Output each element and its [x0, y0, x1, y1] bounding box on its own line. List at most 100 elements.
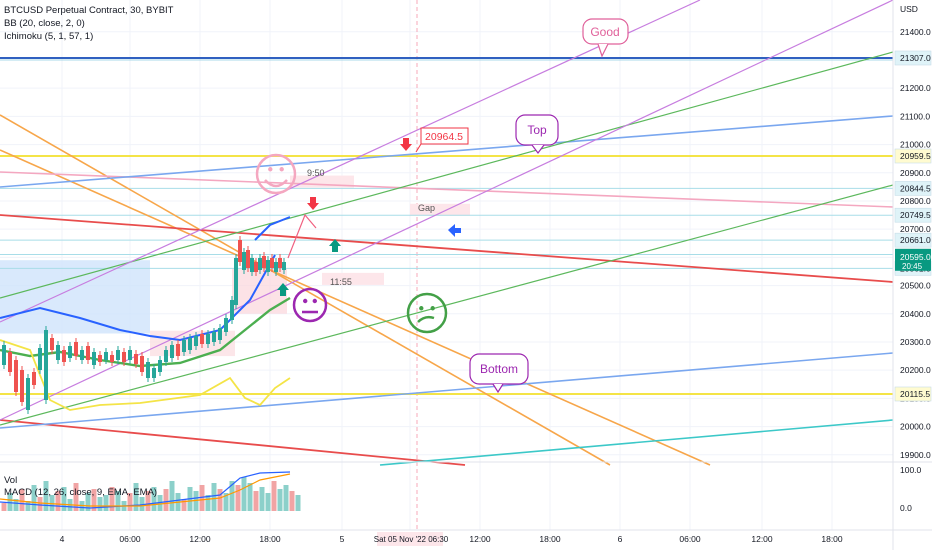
volume-bar [211, 483, 217, 511]
volume-bar [19, 489, 25, 511]
candle-body [200, 334, 204, 344]
red-trendline [0, 214, 894, 283]
volume-bar [259, 487, 265, 511]
candle-body [234, 258, 238, 305]
price-tick-label: 20900.0 [900, 168, 931, 178]
chart-legend: BTCUSD Perpetual Contract, 30, BYBIT BB … [4, 4, 173, 43]
candle-body [20, 370, 24, 402]
candle-body [164, 350, 168, 362]
volume-bar [289, 491, 295, 511]
volume-bar [43, 481, 49, 511]
volume-bar [181, 499, 187, 511]
time-tick-label: 12:00 [189, 534, 211, 544]
price-tick-label: 20000.0 [900, 422, 931, 432]
neutral-face-icon-eye [312, 298, 317, 304]
candle-body [158, 360, 162, 372]
violet-trendline [0, 0, 701, 323]
price-level-badge [894, 232, 932, 248]
ichimoku-indicator-label[interactable]: Ichimoku (5, 1, 57, 1) [4, 31, 94, 42]
confused-face-icon-mouth [417, 315, 435, 323]
candle-body [32, 372, 36, 385]
price-tick-label: 20400.0 [900, 309, 931, 319]
candle-body [182, 340, 186, 352]
price-level-badge [894, 50, 932, 66]
volume-bar [265, 493, 271, 511]
volume-bar [235, 485, 241, 511]
volume-bar [103, 495, 109, 511]
volume-bar [169, 481, 175, 511]
blue-trendline [0, 352, 894, 429]
green-trendline [0, 51, 894, 299]
volume-bar [91, 489, 97, 511]
confused-face-icon [406, 292, 448, 334]
pane2-legend: Vol MACD (12, 26, close, 9, EMA, EMA) [4, 475, 157, 499]
candle-body [194, 336, 198, 346]
candle-body [74, 342, 78, 356]
time-axis[interactable]: 4 06:00 12:00 18:00 5 Sat 05 Nov '22 06:30 12:… [0, 529, 932, 546]
volume-bar [13, 499, 19, 511]
time-tick-label: 4 [60, 534, 65, 544]
time-box [322, 272, 384, 285]
up-arrow-icon [329, 239, 341, 252]
price-tick-label: 20500.0 [900, 281, 931, 291]
volume-bar [55, 491, 61, 511]
violet-trendline [0, 0, 894, 421]
candle-body [122, 352, 126, 362]
volume-bar [1, 503, 7, 511]
volume-bar [97, 497, 103, 511]
trendlines [0, 0, 894, 466]
candle-body [206, 334, 210, 344]
volume-bar [85, 493, 91, 511]
volume-bar [223, 493, 229, 511]
price-level-badge [894, 386, 932, 402]
volume-bar [229, 481, 235, 511]
macd-label[interactable]: MACD (12, 26, close, 9, EMA, EMA) [4, 487, 158, 498]
time-tick-label: 06:00 [119, 534, 141, 544]
price-level-label: 20115.5 [900, 389, 930, 399]
candle-body [212, 332, 216, 342]
volume-bar [283, 485, 289, 511]
bb-indicator-label[interactable]: BB (20, close, 2, 0) [4, 18, 85, 29]
price-level-label: 20844.5 [900, 183, 931, 193]
candle-body [80, 350, 84, 360]
volume-bar [115, 491, 121, 511]
volume-label[interactable]: Vol [4, 475, 18, 486]
price-level-label: 20661.0 [900, 235, 931, 245]
bottom-bubble-tail [492, 383, 504, 394]
candle-body [44, 330, 48, 400]
price-tick-label: 20300.0 [900, 337, 931, 347]
candles [2, 236, 286, 414]
top-bubble-tail [531, 144, 545, 154]
crosshair-date-badge [377, 532, 443, 546]
price-tick-label: 20800.0 [900, 196, 931, 206]
orange-trendline [0, 149, 711, 466]
price-axis[interactable]: USD19900.020000.020100.020200.020300.020… [892, 0, 932, 550]
candle-body [258, 258, 262, 270]
price-callout-box [420, 127, 469, 145]
volume-bar [247, 483, 253, 511]
candle-body [68, 346, 72, 358]
candle-body [38, 348, 42, 370]
candle-body [146, 362, 150, 378]
bb-upper-curve [0, 254, 276, 342]
volume-bar [295, 495, 301, 511]
time-tick-label: 18:00 [821, 534, 843, 544]
red-trendline [0, 419, 466, 466]
happy-face-icon [255, 153, 297, 195]
volume-bar [49, 495, 55, 511]
volume-bar [37, 497, 43, 511]
candle-body [282, 262, 286, 270]
candle-body [50, 338, 54, 350]
candle-body [188, 338, 192, 350]
symbol-title[interactable]: BTCUSD Perpetual Contract, 30, BYBIT [4, 5, 174, 16]
volume-bar [163, 489, 169, 511]
candle-body [2, 345, 6, 365]
bb-cloud-zone [0, 260, 150, 334]
price-level-label: 20749.5 [900, 210, 931, 220]
happy-face-icon-eye [279, 167, 284, 172]
countdown-label: 20:45 [902, 262, 923, 271]
candle-body [266, 260, 270, 272]
volume-bar [73, 483, 79, 511]
volume-macd-pane: 100.0 0.0 [0, 461, 932, 513]
